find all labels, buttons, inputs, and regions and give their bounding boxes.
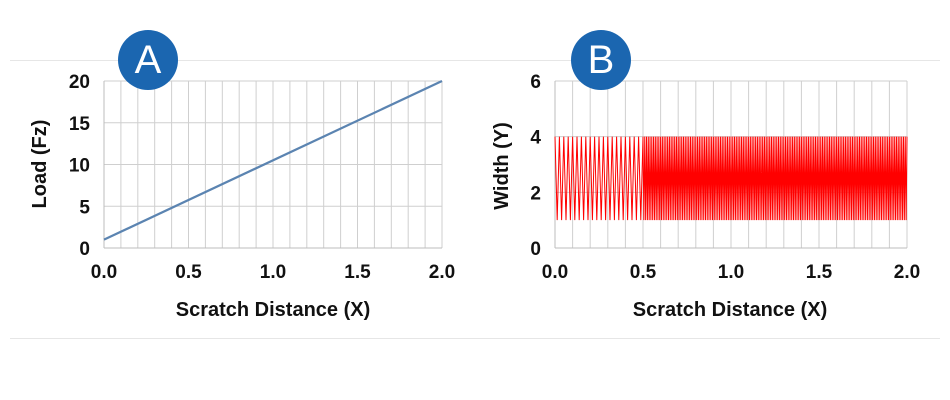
chart-b-xtick-label: 0.0 (542, 262, 568, 283)
chart-a-ytick-label: 20 (69, 72, 90, 93)
chart-b-xtick-label: 2.0 (894, 262, 920, 283)
chart-a-ytick-label: 10 (69, 156, 90, 177)
chart-a-xtick-label: 1.5 (344, 262, 371, 283)
chart-a-series-line (103, 80, 443, 241)
chart-a-xtick-label: 2.0 (429, 262, 455, 283)
chart-a-ytick-label: 15 (69, 114, 91, 135)
chart-a-xtick-label: 1.0 (260, 262, 286, 283)
chart-b-ylabel: Width (Y) (491, 122, 513, 210)
bottom-border-line (10, 338, 940, 339)
chart-b-xtick-label: 0.5 (630, 262, 657, 283)
panel-a-badge: A (118, 30, 178, 90)
chart-b-xtick-label: 1.0 (718, 262, 744, 283)
chart-b-ytick-label: 4 (530, 128, 541, 149)
chart-a-ytick-label: 0 (79, 239, 90, 260)
top-border-line (10, 60, 940, 61)
chart-a-xtick-label: 0.5 (175, 262, 202, 283)
chart-b-ytick-label: 2 (530, 183, 541, 204)
chart-a-ylabel: Load (Fz) (29, 120, 51, 209)
chart-a-xtick-label: 0.0 (91, 262, 117, 283)
chart-a-ytick-label: 5 (79, 197, 90, 218)
chart-b-xtick-label: 1.5 (806, 262, 833, 283)
chart-a-xlabel: Scratch Distance (X) (176, 299, 371, 321)
chart-b-series-line (554, 136, 908, 221)
chart-b-xlabel: Scratch Distance (X) (633, 299, 828, 321)
chart-b: Scratch Distance (X) Width (Y) 0 2 4 6 0.0 0.… (491, 72, 920, 321)
panel-b-badge: B (571, 30, 631, 90)
chart-a: Scratch Distance (X) Load (Fz) 0 5 10 15 20 0… (29, 72, 455, 321)
chart-b-ytick-label: 0 (530, 239, 541, 260)
chart-b-ytick-label: 6 (530, 72, 541, 93)
